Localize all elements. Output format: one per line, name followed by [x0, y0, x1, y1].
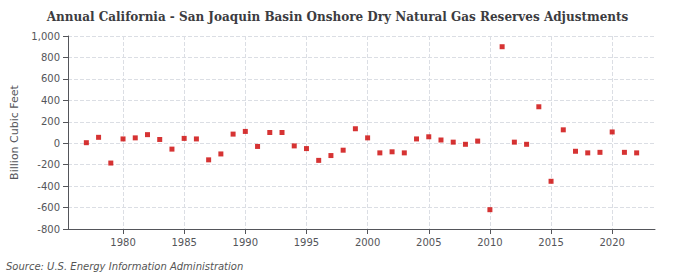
svg-text:0: 0	[54, 138, 60, 149]
svg-text:Source: U.S. Energy Informatio: Source: U.S. Energy Information Administ…	[6, 261, 243, 272]
svg-text:400: 400	[41, 95, 60, 106]
svg-text:2000: 2000	[355, 237, 380, 248]
svg-text:2020: 2020	[599, 237, 624, 248]
svg-text:1990: 1990	[233, 237, 258, 248]
svg-text:-800: -800	[37, 224, 60, 235]
svg-text:800: 800	[41, 52, 60, 63]
svg-text:600: 600	[41, 73, 60, 84]
svg-text:Billion Cubic Feet: Billion Cubic Feet	[8, 84, 21, 179]
svg-text:2005: 2005	[416, 237, 441, 248]
svg-text:200: 200	[41, 116, 60, 127]
svg-text:1980: 1980	[110, 237, 135, 248]
svg-text:1995: 1995	[294, 237, 319, 248]
svg-text:Annual California - San Joaqui: Annual California - San Joaquin Basin On…	[46, 10, 629, 24]
svg-text:1,000: 1,000	[31, 31, 60, 42]
svg-text:1985: 1985	[171, 237, 196, 248]
svg-text:2010: 2010	[477, 237, 502, 248]
svg-text:-200: -200	[37, 159, 60, 170]
svg-text:-400: -400	[37, 181, 60, 192]
svg-text:2015: 2015	[538, 237, 563, 248]
svg-text:-600: -600	[37, 202, 60, 213]
